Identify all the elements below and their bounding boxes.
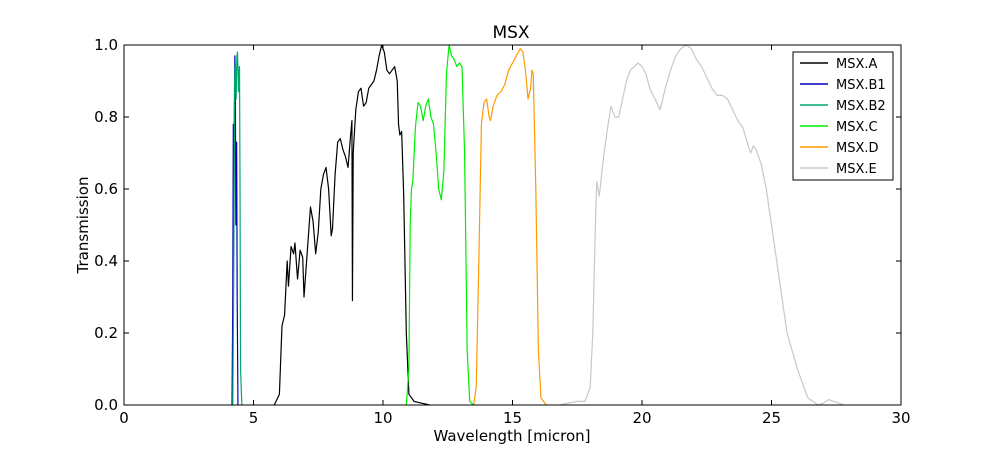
y-axis: 0.0 0.2 0.4 0.6 0.8 1.0 [94,36,901,414]
x-tick-label: 5 [249,409,259,427]
series-line-msx-e [559,44,845,406]
y-tick-label: 0.4 [94,252,118,270]
y-tick-label: 0.2 [94,324,118,342]
y-tick-label: 1.0 [94,36,118,54]
legend-label: MSX.B1 [836,78,886,93]
y-axis-label: Transmission [74,177,92,275]
x-tick-label: 15 [503,409,522,427]
x-tick-label: 25 [762,409,781,427]
y-tick-label: 0.6 [94,180,118,198]
series-line-msx-b2 [232,51,243,406]
x-axis-label: Wavelength [micron] [433,427,590,445]
legend-box [792,51,894,181]
series-line-msx-c [405,44,475,406]
y-tick-label: 0.8 [94,108,118,126]
plot-area [231,44,845,406]
legend-label: MSX.C [836,120,878,135]
legend: MSX.A MSX.B1 MSX.B2 MSX.C MSX.D MSX.E [792,51,894,181]
legend-label: MSX.E [836,162,877,177]
legend-label: MSX.B2 [836,99,886,114]
legend-label: MSX.A [836,57,878,72]
x-tick-label: 0 [119,409,129,427]
x-tick-label: 30 [891,409,910,427]
legend-label: MSX.D [836,141,879,156]
x-tick-label: 20 [632,409,651,427]
y-tick-label: 0.0 [94,396,118,414]
x-axis: 0 5 10 15 20 25 30 [119,45,911,427]
series-line-msx-a [273,44,430,406]
x-tick-label: 10 [373,409,392,427]
chart-title: MSX [492,23,529,43]
series-line-msx-d [473,48,547,406]
